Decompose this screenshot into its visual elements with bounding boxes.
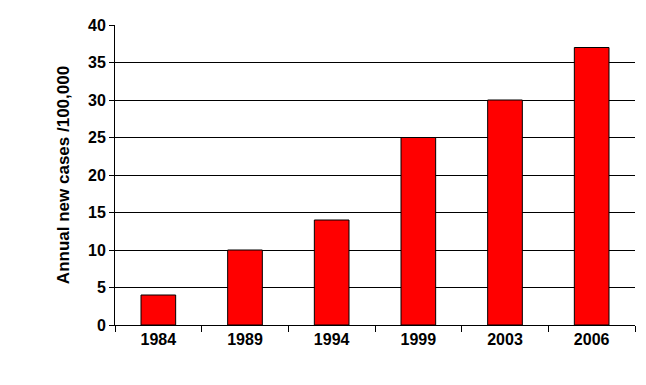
svg-text:15: 15 — [88, 204, 106, 221]
svg-text:2003: 2003 — [487, 331, 523, 348]
svg-text:5: 5 — [97, 279, 106, 296]
svg-text:35: 35 — [88, 54, 106, 71]
svg-text:2006: 2006 — [574, 331, 610, 348]
svg-text:0: 0 — [97, 317, 106, 334]
svg-text:30: 30 — [88, 92, 106, 109]
svg-text:Annual new cases /100,000: Annual new cases /100,000 — [54, 66, 73, 284]
svg-text:1989: 1989 — [227, 331, 263, 348]
svg-text:1999: 1999 — [401, 331, 437, 348]
svg-text:40: 40 — [88, 17, 106, 34]
svg-text:1984: 1984 — [141, 331, 177, 348]
svg-text:25: 25 — [88, 129, 106, 146]
svg-text:10: 10 — [88, 242, 106, 259]
svg-text:1994: 1994 — [314, 331, 350, 348]
svg-text:20: 20 — [88, 167, 106, 184]
